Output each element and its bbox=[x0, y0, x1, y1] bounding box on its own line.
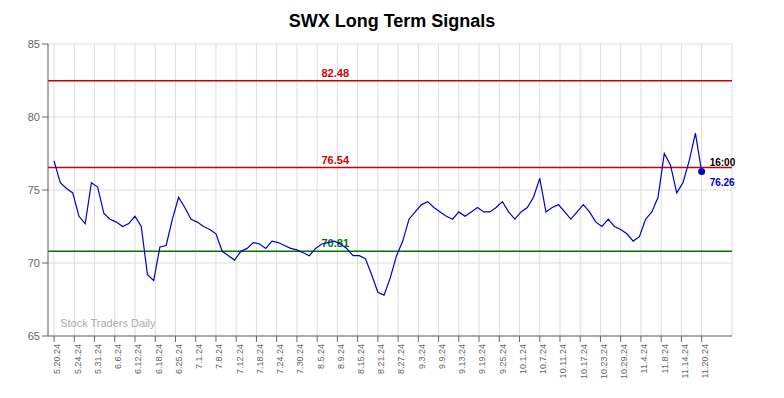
svg-text:85: 85 bbox=[28, 38, 40, 50]
svg-text:7.24.24: 7.24.24 bbox=[275, 344, 285, 374]
svg-text:11.14.24: 11.14.24 bbox=[680, 344, 690, 378]
svg-text:10.23.24: 10.23.24 bbox=[599, 344, 609, 379]
svg-text:7.18.24: 7.18.24 bbox=[255, 344, 265, 374]
svg-text:9.9.24: 9.9.24 bbox=[437, 344, 447, 369]
svg-text:10.1.24: 10.1.24 bbox=[518, 344, 528, 374]
html-text:SWX Long Term Signals: SWX Long Term Signals bbox=[288, 11, 496, 31]
svg-text:7.8.24: 7.8.24 bbox=[214, 344, 224, 369]
svg-text:5.24.24: 5.24.24 bbox=[73, 344, 83, 374]
svg-text:10.7.24: 10.7.24 bbox=[538, 344, 548, 374]
svg-text:11.8.24: 11.8.24 bbox=[660, 344, 670, 373]
svg-text:6.25.24: 6.25.24 bbox=[174, 344, 184, 374]
svg-text:7.1.24: 7.1.24 bbox=[194, 344, 204, 369]
svg-text:9.19.24: 9.19.24 bbox=[477, 344, 487, 374]
svg-text:11.20.24: 11.20.24 bbox=[700, 344, 710, 378]
svg-text:Stock Traders Daily: Stock Traders Daily bbox=[60, 317, 156, 329]
svg-text:11.4.24: 11.4.24 bbox=[639, 344, 649, 373]
svg-text:76.54: 76.54 bbox=[322, 154, 350, 166]
svg-text:82.48: 82.48 bbox=[322, 67, 350, 79]
svg-text:6.12.24: 6.12.24 bbox=[133, 344, 143, 374]
svg-text:70: 70 bbox=[28, 257, 40, 269]
svg-text:5.20.24: 5.20.24 bbox=[52, 344, 62, 374]
svg-text:10.29.24: 10.29.24 bbox=[619, 344, 629, 379]
svg-text:75: 75 bbox=[28, 184, 40, 196]
svg-text:76.26: 76.26 bbox=[710, 177, 735, 188]
svg-text:9.13.24: 9.13.24 bbox=[457, 344, 467, 374]
svg-text:9.25.24: 9.25.24 bbox=[498, 344, 508, 374]
svg-text:10.17.24: 10.17.24 bbox=[579, 344, 589, 379]
svg-text:8.27.24: 8.27.24 bbox=[396, 344, 406, 374]
svg-text:7.30.24: 7.30.24 bbox=[295, 344, 305, 374]
svg-text:65: 65 bbox=[28, 330, 40, 342]
svg-text:10.11.24: 10.11.24 bbox=[558, 344, 568, 378]
svg-text:70.81: 70.81 bbox=[321, 237, 349, 250]
svg-text:8.21.24: 8.21.24 bbox=[376, 344, 386, 374]
svg-text:9.3.24: 9.3.24 bbox=[417, 344, 427, 369]
svg-text:8.9.24: 8.9.24 bbox=[336, 344, 346, 369]
svg-text:80: 80 bbox=[28, 111, 40, 123]
svg-text:7.12.24: 7.12.24 bbox=[235, 344, 245, 374]
svg-text:6.18.24: 6.18.24 bbox=[154, 344, 164, 374]
svg-text:8.15.24: 8.15.24 bbox=[356, 344, 366, 374]
svg-text:16:00: 16:00 bbox=[710, 157, 736, 168]
svg-text:5.31.24: 5.31.24 bbox=[93, 344, 103, 374]
svg-text:8.5.24: 8.5.24 bbox=[316, 344, 326, 369]
svg-text:6.6.24: 6.6.24 bbox=[113, 344, 123, 369]
